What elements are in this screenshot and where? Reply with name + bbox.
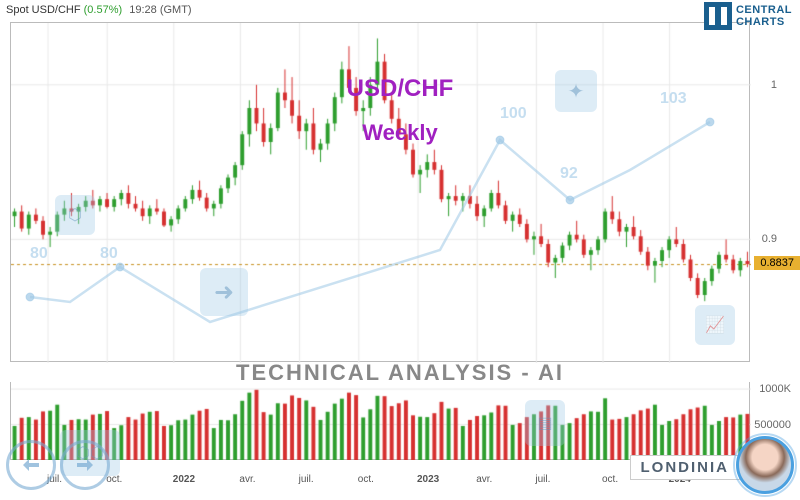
ticker-label: Spot USD/CHF: [6, 4, 81, 16]
volume-chart-panel[interactable]: 5000001000K: [10, 382, 750, 460]
y-axis-price-label: 0.9: [762, 233, 777, 245]
nav-prev-button[interactable]: [6, 440, 56, 490]
price-chart-panel[interactable]: 0.91: [10, 22, 750, 362]
x-tick-label: oct.: [358, 474, 374, 485]
chart-header: Spot USD/CHF (0.57%) 19:28 (GMT): [6, 4, 192, 16]
x-tick-label: oct.: [106, 474, 122, 485]
x-tick-label: juil.: [535, 474, 550, 485]
pct-change: (0.57%): [84, 4, 123, 16]
timestamp: 19:28 (GMT): [129, 4, 191, 16]
londinia-badge[interactable]: LONDINIA: [630, 455, 741, 480]
x-tick-label: avr.: [476, 474, 492, 485]
nav-next-button[interactable]: [60, 440, 110, 490]
logo-icon: [704, 2, 732, 30]
y-axis-volume-label: 1000K: [759, 383, 791, 395]
avatar-icon[interactable]: [736, 436, 794, 494]
candlestick-canvas: [11, 23, 751, 363]
x-tick-label: avr.: [239, 474, 255, 485]
y-axis-volume-label: 500000: [754, 419, 791, 431]
x-tick-label: oct.: [602, 474, 618, 485]
logo-text: CENTRALCHARTS: [736, 4, 792, 28]
y-axis-price-label: 1: [771, 79, 777, 91]
volume-canvas: [11, 382, 751, 460]
x-tick-label: juil.: [299, 474, 314, 485]
central-charts-logo[interactable]: CENTRALCHARTS: [704, 2, 792, 30]
current-price-badge: 0.8837: [754, 256, 800, 270]
x-tick-label: 2023: [417, 474, 439, 485]
x-tick-label: 2022: [173, 474, 195, 485]
